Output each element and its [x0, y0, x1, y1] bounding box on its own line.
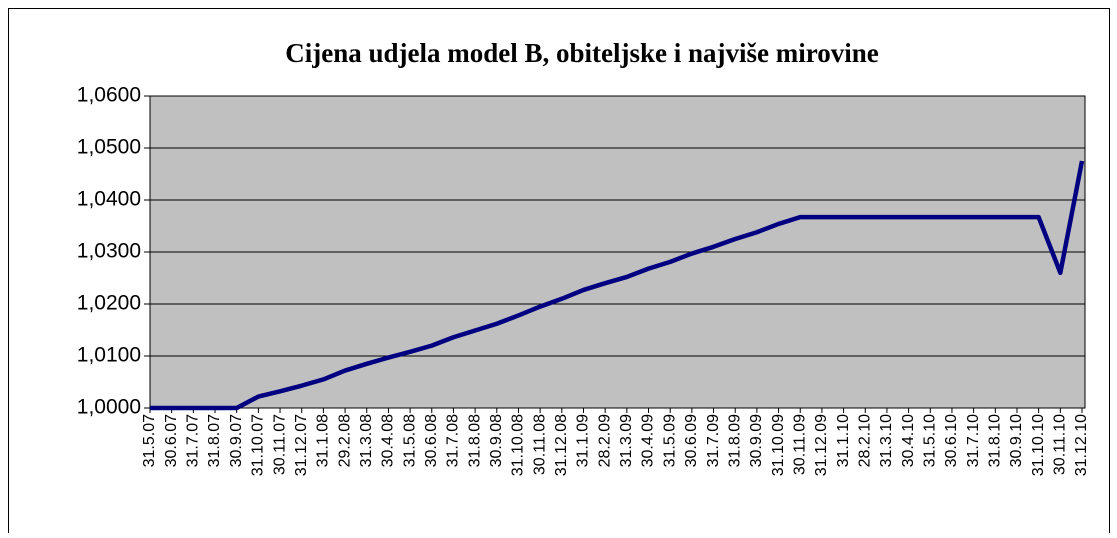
chart-frame [8, 8, 1110, 533]
y-tick-label: 1,0600 [77, 84, 141, 107]
x-tick-label: 30.11.08 [531, 414, 548, 475]
x-tick-label: 31.10.09 [770, 414, 787, 476]
x-tick-label: 31.12.09 [813, 414, 830, 476]
y-tick-label: 1,0300 [77, 240, 141, 263]
x-tick-label: 28.2.10 [856, 414, 873, 467]
x-tick-label: 31.8.08 [466, 414, 483, 467]
x-tick-label: 31.8.09 [726, 414, 743, 467]
x-tick-label: 31.12.07 [293, 414, 310, 476]
y-tick-label: 1,0100 [77, 344, 141, 367]
x-tick-label: 31.7.08 [445, 414, 462, 467]
x-tick-label: 31.12.10 [1073, 414, 1090, 476]
x-tick-label: 31.5.08 [401, 414, 418, 467]
x-tick-label: 30.4.08 [380, 414, 397, 467]
x-tick-label: 30.9.07 [228, 414, 245, 467]
x-tick-label: 30.4.09 [640, 414, 657, 467]
x-tick-label: 31.1.10 [835, 414, 852, 467]
x-tick-label: 30.6.10 [943, 414, 960, 467]
x-tick-label: 31.5.09 [661, 414, 678, 467]
x-tick-label: 31.7.10 [965, 414, 982, 467]
x-tick-label: 30.6.09 [683, 414, 700, 467]
x-tick-label: 31.8.10 [987, 414, 1004, 467]
x-tick-label: 28.2.09 [596, 414, 613, 467]
y-tick-label: 1,0200 [77, 292, 141, 315]
x-tick-label: 31.10.08 [510, 414, 527, 476]
x-tick-label: 30.6.08 [423, 414, 440, 467]
x-tick-label: 31.10.07 [250, 414, 267, 476]
x-tick-label: 31.7.09 [705, 414, 722, 467]
x-tick-label: 30.9.09 [748, 414, 765, 467]
y-tick-label: 1,0000 [77, 396, 141, 419]
plot-border [149, 95, 1086, 409]
x-tick-label: 31.7.07 [185, 414, 202, 467]
x-tick-label: 30.4.10 [900, 414, 917, 467]
x-tick-label: 31.1.08 [315, 414, 332, 467]
x-tick-label: 30.9.08 [488, 414, 505, 467]
x-tick-label: 30.11.07 [271, 414, 288, 475]
x-tick-label: 30.11.10 [1052, 414, 1069, 475]
x-tick-label: 31.3.09 [618, 414, 635, 467]
x-tick-label: 31.3.10 [878, 414, 895, 467]
line-series [150, 160, 1085, 411]
y-tick-label: 1,0500 [77, 136, 141, 159]
x-tick-label: 31.3.08 [358, 414, 375, 467]
x-tick-label: 31.5.10 [921, 414, 938, 467]
x-tick-label: 31.10.10 [1030, 414, 1047, 476]
y-tick-label: 1,0400 [77, 188, 141, 211]
x-tick-label: 31.1.09 [575, 414, 592, 467]
x-tick-label: 31.8.07 [206, 414, 223, 467]
x-tick-label: 30.9.10 [1008, 414, 1025, 467]
x-tick-label: 30.6.07 [163, 414, 180, 467]
chart-title: Cijena udjela model B, obiteljske i najv… [285, 38, 879, 68]
x-tick-label: 30.11.09 [791, 414, 808, 475]
x-tick-label: 31.12.08 [553, 414, 570, 476]
x-tick-label: 31.5.07 [141, 414, 158, 467]
x-tick-label: 29.2.08 [336, 414, 353, 467]
